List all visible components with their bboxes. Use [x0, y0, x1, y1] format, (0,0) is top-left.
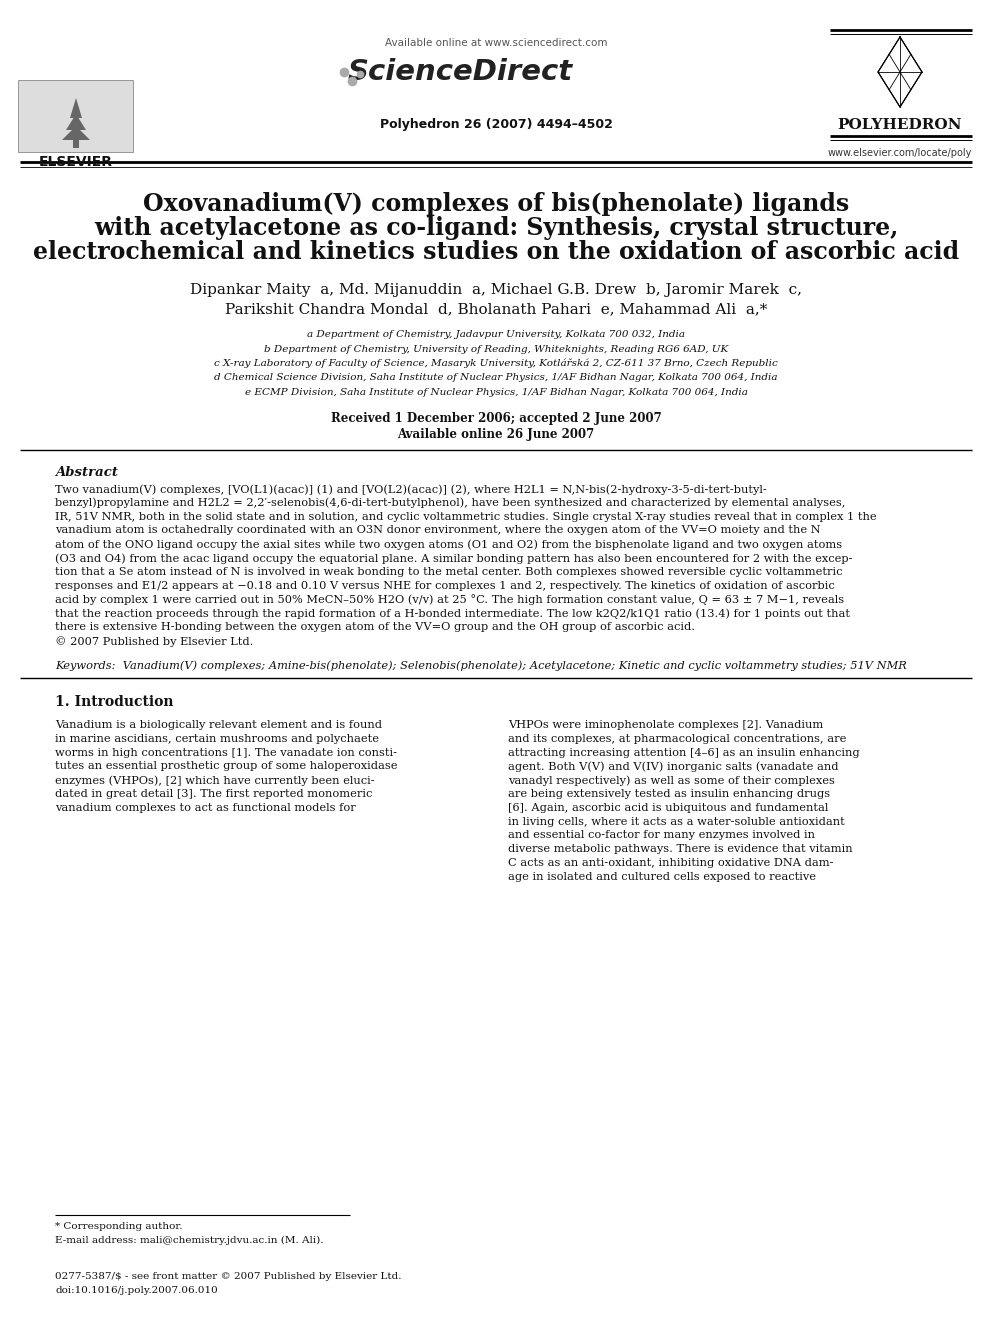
Text: e ECMP Division, Saha Institute of Nuclear Physics, 1/AF Bidhan Nagar, Kolkata 7: e ECMP Division, Saha Institute of Nucle… — [245, 388, 747, 397]
Text: ELSEVIER: ELSEVIER — [39, 155, 113, 169]
FancyBboxPatch shape — [18, 79, 133, 152]
Text: 1. Introduction: 1. Introduction — [55, 695, 174, 709]
Text: POLYHEDRON: POLYHEDRON — [838, 118, 962, 132]
Text: vanadium complexes to act as functional models for: vanadium complexes to act as functional … — [55, 803, 356, 812]
Text: 0277-5387/$ - see front matter © 2007 Published by Elsevier Ltd.: 0277-5387/$ - see front matter © 2007 Pu… — [55, 1271, 402, 1281]
Text: in marine ascidians, certain mushrooms and polychaete: in marine ascidians, certain mushrooms a… — [55, 734, 379, 744]
Text: * Corresponding author.: * Corresponding author. — [55, 1222, 183, 1230]
Text: Two vanadium(V) complexes, [VO(L1)(acac)] (1) and [VO(L2)(acac)] (2), where H2L1: Two vanadium(V) complexes, [VO(L1)(acac)… — [55, 484, 767, 495]
Text: responses and E1/2 appears at −0.18 and 0.10 V versus NHE for complexes 1 and 2,: responses and E1/2 appears at −0.18 and … — [55, 581, 834, 590]
Text: [6]. Again, ascorbic acid is ubiquitous and fundamental: [6]. Again, ascorbic acid is ubiquitous … — [508, 803, 828, 812]
Text: with acetylacetone as co-ligand: Synthesis, crystal structure,: with acetylacetone as co-ligand: Synthes… — [94, 216, 898, 239]
Polygon shape — [70, 98, 82, 118]
Text: VHPOs were iminophenolate complexes [2]. Vanadium: VHPOs were iminophenolate complexes [2].… — [508, 720, 823, 730]
Text: Oxovanadium(V) complexes of bis(phenolate) ligands: Oxovanadium(V) complexes of bis(phenolat… — [143, 192, 849, 216]
Text: agent. Both V(V) and V(IV) inorganic salts (vanadate and: agent. Both V(V) and V(IV) inorganic sal… — [508, 762, 838, 771]
Text: in living cells, where it acts as a water-soluble antioxidant: in living cells, where it acts as a wate… — [508, 816, 845, 827]
Text: tion that a Se atom instead of N is involved in weak bonding to the metal center: tion that a Se atom instead of N is invo… — [55, 566, 842, 577]
Text: b Department of Chemistry, University of Reading, Whiteknights, Reading RG6 6AD,: b Department of Chemistry, University of… — [264, 344, 728, 353]
Text: C acts as an anti-oxidant, inhibiting oxidative DNA dam-: C acts as an anti-oxidant, inhibiting ox… — [508, 859, 833, 868]
Text: IR, 51V NMR, both in the solid state and in solution, and cyclic voltammetric st: IR, 51V NMR, both in the solid state and… — [55, 512, 877, 521]
Text: acid by complex 1 were carried out in 50% MeCN–50% H2O (v/v) at 25 °C. The high : acid by complex 1 were carried out in 50… — [55, 594, 844, 606]
Text: Available online at www.sciencedirect.com: Available online at www.sciencedirect.co… — [385, 38, 607, 48]
Text: there is extensive H-bonding between the oxygen atom of the VV=O group and the O: there is extensive H-bonding between the… — [55, 622, 695, 632]
Text: that the reaction proceeds through the rapid formation of a H-bonded intermediat: that the reaction proceeds through the r… — [55, 609, 850, 619]
Text: Polyhedron 26 (2007) 4494–4502: Polyhedron 26 (2007) 4494–4502 — [380, 118, 612, 131]
Text: Vanadium is a biologically relevant element and is found: Vanadium is a biologically relevant elem… — [55, 720, 382, 730]
Text: vanadyl respectively) as well as some of their complexes: vanadyl respectively) as well as some of… — [508, 775, 835, 786]
Text: diverse metabolic pathways. There is evidence that vitamin: diverse metabolic pathways. There is evi… — [508, 844, 853, 855]
Text: Abstract: Abstract — [55, 466, 118, 479]
Text: vanadium atom is octahedrally coordinated with an O3N donor environment, where t: vanadium atom is octahedrally coordinate… — [55, 525, 820, 536]
Text: www.elsevier.com/locate/poly: www.elsevier.com/locate/poly — [827, 148, 972, 157]
Text: worms in high concentrations [1]. The vanadate ion consti-: worms in high concentrations [1]. The va… — [55, 747, 397, 758]
Text: Keywords:  Vanadium(V) complexes; Amine-bis(phenolate); Selenobis(phenolate); Ac: Keywords: Vanadium(V) complexes; Amine-b… — [55, 660, 907, 671]
Text: electrochemical and kinetics studies on the oxidation of ascorbic acid: electrochemical and kinetics studies on … — [33, 239, 959, 265]
Text: and its complexes, at pharmacological concentrations, are: and its complexes, at pharmacological co… — [508, 734, 846, 744]
Text: age in isolated and cultured cells exposed to reactive: age in isolated and cultured cells expos… — [508, 872, 816, 882]
Text: benzyl)propylamine and H2L2 = 2,2′-selenobis(4,6-di-tert-butylphenol), have been: benzyl)propylamine and H2L2 = 2,2′-selen… — [55, 497, 845, 508]
Text: d Chemical Science Division, Saha Institute of Nuclear Physics, 1/AF Bidhan Naga: d Chemical Science Division, Saha Instit… — [214, 373, 778, 382]
Text: tutes an essential prosthetic group of some haloperoxidase: tutes an essential prosthetic group of s… — [55, 762, 398, 771]
Text: Parikshit Chandra Mondal  d, Bholanath Pahari  e, Mahammad Ali  a,*: Parikshit Chandra Mondal d, Bholanath Pa… — [225, 302, 767, 316]
Text: doi:10.1016/j.poly.2007.06.010: doi:10.1016/j.poly.2007.06.010 — [55, 1286, 218, 1295]
Text: enzymes (VHPOs), [2] which have currently been eluci-: enzymes (VHPOs), [2] which have currentl… — [55, 775, 375, 786]
Text: Dipankar Maity  a, Md. Mijanuddin  a, Michael G.B. Drew  b, Jaromir Marek  c,: Dipankar Maity a, Md. Mijanuddin a, Mich… — [190, 283, 802, 296]
Text: Available online 26 June 2007: Available online 26 June 2007 — [398, 429, 594, 441]
Text: c X-ray Laboratory of Faculty of Science, Masaryk University, Kotlářská 2, CZ-61: c X-ray Laboratory of Faculty of Science… — [214, 359, 778, 369]
Text: © 2007 Published by Elsevier Ltd.: © 2007 Published by Elsevier Ltd. — [55, 636, 253, 647]
Text: attracting increasing attention [4–6] as an insulin enhancing: attracting increasing attention [4–6] as… — [508, 747, 860, 758]
Text: E-mail address: mali@chemistry.jdvu.ac.in (M. Ali).: E-mail address: mali@chemistry.jdvu.ac.i… — [55, 1236, 323, 1245]
Text: are being extensively tested as insulin enhancing drugs: are being extensively tested as insulin … — [508, 789, 830, 799]
Text: and essential co-factor for many enzymes involved in: and essential co-factor for many enzymes… — [508, 831, 815, 840]
Text: a Department of Chemistry, Jadavpur University, Kolkata 700 032, India: a Department of Chemistry, Jadavpur Univ… — [307, 329, 685, 339]
Text: Received 1 December 2006; accepted 2 June 2007: Received 1 December 2006; accepted 2 Jun… — [330, 411, 662, 425]
Polygon shape — [62, 126, 90, 140]
Text: dated in great detail [3]. The first reported monomeric: dated in great detail [3]. The first rep… — [55, 789, 372, 799]
Bar — [73, 138, 79, 148]
Polygon shape — [66, 114, 86, 130]
Text: ScienceDirect: ScienceDirect — [347, 58, 572, 86]
Text: (O3 and O4) from the acac ligand occupy the equatorial plane. A similar bonding : (O3 and O4) from the acac ligand occupy … — [55, 553, 852, 564]
Text: atom of the ONO ligand occupy the axial sites while two oxygen atoms (O1 and O2): atom of the ONO ligand occupy the axial … — [55, 540, 842, 550]
